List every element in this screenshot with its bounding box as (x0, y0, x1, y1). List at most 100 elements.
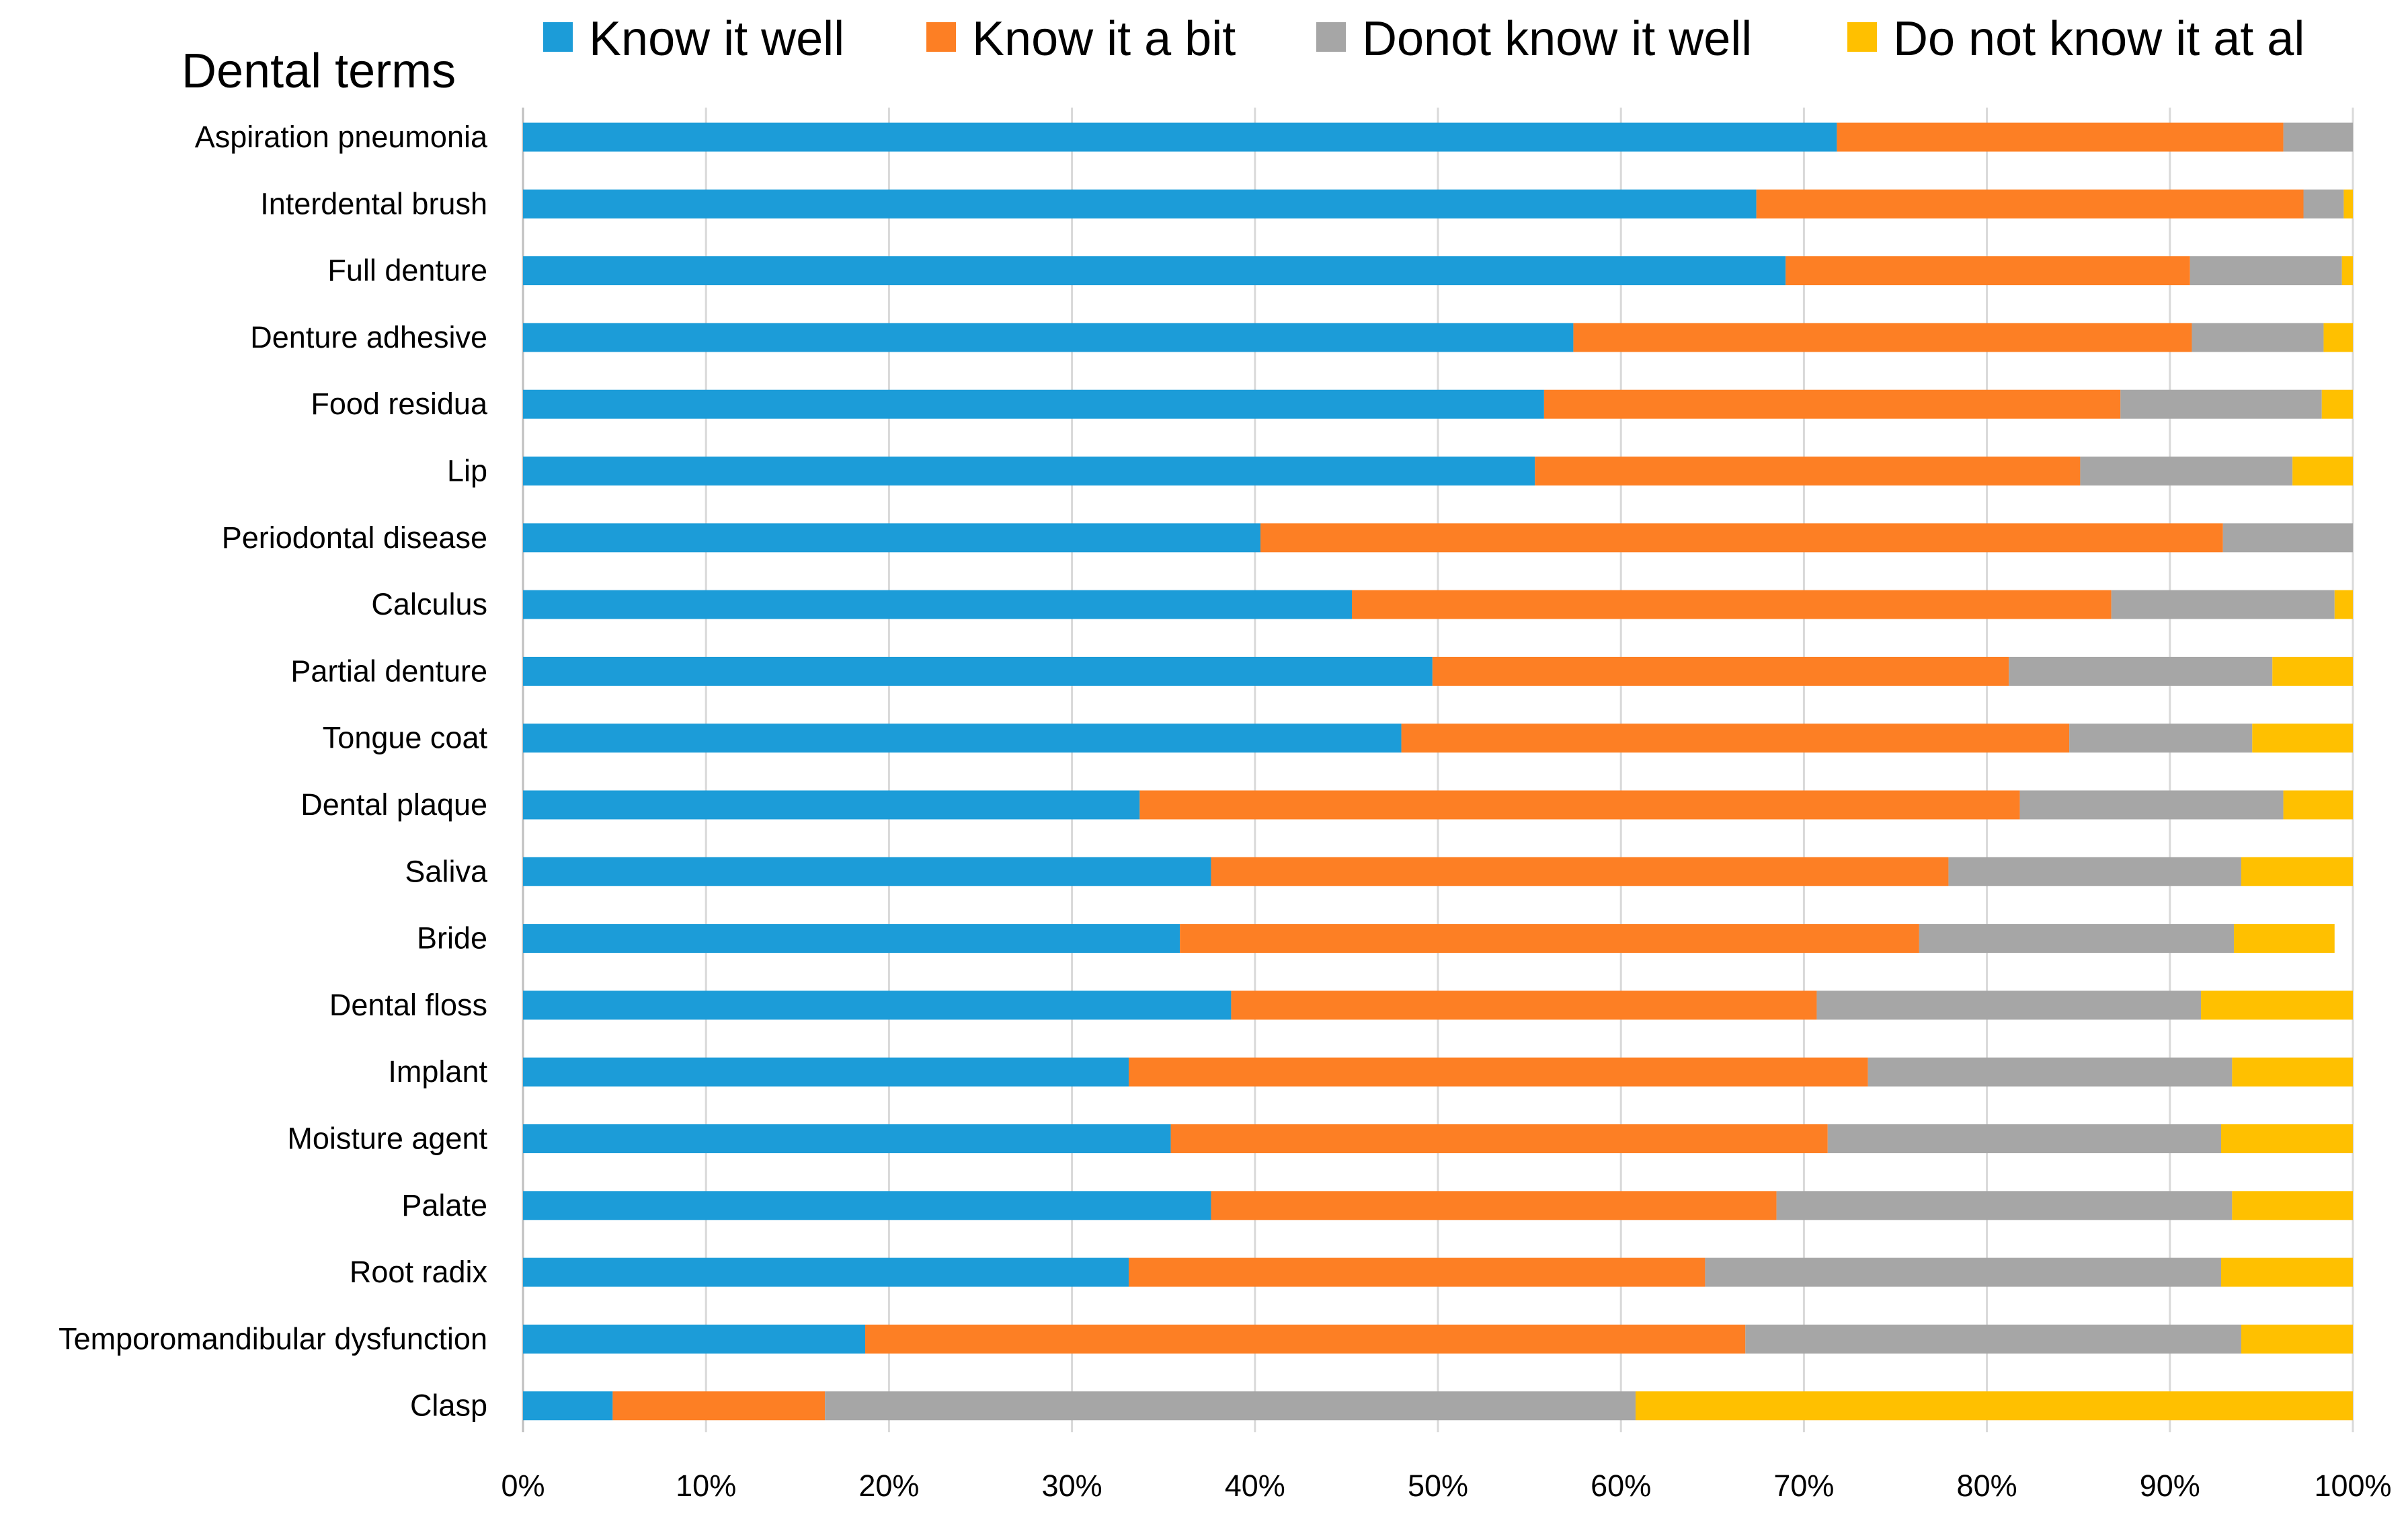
gridlines (522, 108, 2354, 1432)
category-label: Periodontal disease (222, 520, 487, 555)
x-tick-label: 100% (2314, 1469, 2391, 1503)
bar-segment (1919, 924, 2235, 953)
x-tick-label: 0% (501, 1469, 545, 1503)
legend-label: Do not know it at al (1893, 12, 2304, 66)
category-labels: Aspiration pneumonia Interdental brush Ful… (58, 120, 488, 1423)
bar-segment (2232, 1191, 2353, 1220)
legend-swatch (1316, 22, 1346, 52)
category-label: Temporomandibular dysfunction (58, 1321, 487, 1356)
category-label: Interdental brush (260, 186, 487, 221)
bar-segment (1139, 790, 2020, 820)
bar-segment (1231, 990, 1817, 1020)
bar-segment (2019, 790, 2284, 820)
bar-segment (523, 924, 1180, 953)
bar-segment (1948, 857, 2241, 886)
category-label: Lip (447, 454, 487, 488)
category-label: Moisture agent (287, 1122, 487, 1156)
legend-label: Know it well (589, 12, 844, 66)
category-label: Saliva (405, 854, 488, 888)
bar-segment (1756, 189, 2304, 219)
bar-segment (2283, 790, 2353, 820)
bar-segment (1816, 990, 2202, 1020)
category-label: Partial denture (290, 654, 487, 688)
bar-segment (523, 389, 1544, 419)
bar-segment (2190, 256, 2342, 286)
bar-segment (523, 724, 1402, 753)
bar-segment (1180, 924, 1919, 953)
bar-segment (1635, 1391, 2353, 1421)
bar-segment (1260, 523, 2223, 553)
bar-segment (1868, 1057, 2233, 1087)
bar-segment (1128, 1257, 1705, 1287)
bar-segment (2009, 656, 2273, 686)
bar-segment (523, 590, 1353, 619)
x-tick-label: 70% (1773, 1469, 1834, 1503)
category-label: Calculus (371, 587, 487, 621)
bar-segment (1432, 656, 2009, 686)
x-tick-label: 50% (1408, 1469, 1468, 1503)
bar-segment (523, 1124, 1171, 1153)
bar-segment (523, 1257, 1129, 1287)
bar-segment (523, 122, 1837, 152)
bar-segment (1211, 1191, 1777, 1220)
x-tick-label: 60% (1591, 1469, 1651, 1503)
bar-segment (523, 1191, 1211, 1220)
category-label: Implant (388, 1054, 487, 1089)
bar-segment (1705, 1257, 2222, 1287)
category-label: Bride (417, 921, 487, 956)
category-label: Dental plaque (300, 787, 487, 822)
bar-segment (1401, 724, 2070, 753)
bar-segment (2080, 457, 2293, 485)
bar-segment (1535, 457, 2081, 485)
bar-segment (2241, 857, 2353, 886)
bar-segment (2069, 724, 2253, 753)
x-tick-label: 10% (676, 1469, 736, 1503)
bar-segment (2201, 990, 2353, 1020)
legend-swatch (543, 22, 573, 52)
bar-segment (2221, 1257, 2353, 1287)
bars (523, 122, 2353, 1421)
category-label: Root radix (350, 1255, 488, 1289)
bar-segment (2323, 323, 2353, 352)
bar-segment (2341, 256, 2353, 286)
bar-segment (523, 1057, 1129, 1087)
bar-segment (2292, 457, 2353, 485)
category-label: Full denture (327, 254, 487, 288)
legend: Know it well Know it a bit Donot know it w… (543, 12, 2304, 66)
category-label: Dental floss (329, 988, 487, 1022)
legend-swatch (1847, 22, 1877, 52)
bar-segment (2283, 122, 2353, 152)
category-label: Aspiration pneumonia (195, 120, 488, 154)
bar-segment (523, 1391, 613, 1421)
bar-segment (1128, 1057, 1868, 1087)
bar-segment (2192, 323, 2324, 352)
legend-label: Donot know it well (1362, 12, 1752, 66)
bar-segment (2321, 389, 2353, 419)
category-label: Palate (401, 1188, 487, 1222)
category-label: Clasp (410, 1389, 487, 1423)
bar-segment (2222, 523, 2353, 553)
bar-segment (1827, 1124, 2222, 1153)
bar-segment (2343, 189, 2353, 219)
bar-segment (1837, 122, 2284, 152)
bar-segment (2252, 724, 2353, 753)
bar-segment (523, 457, 1535, 485)
bar-segment (1776, 1191, 2233, 1220)
category-label: Denture adhesive (250, 320, 487, 354)
bar-segment (825, 1391, 1636, 1421)
bar-segment (1170, 1124, 1828, 1153)
bar-segment (1745, 1324, 2241, 1354)
bar-segment (523, 790, 1140, 820)
x-tick-label: 20% (858, 1469, 919, 1503)
bar-segment (1352, 590, 2112, 619)
bar-segment (523, 523, 1260, 553)
bar-segment (1211, 857, 1949, 886)
bar-segment (2232, 1057, 2353, 1087)
bar-segment (2303, 189, 2344, 219)
category-label: Tongue coat (323, 721, 488, 755)
bar-segment (1785, 256, 2190, 286)
bar-segment (2221, 1124, 2353, 1153)
x-tick-label: 90% (2140, 1469, 2200, 1503)
chart-title: Dental terms (182, 44, 456, 98)
